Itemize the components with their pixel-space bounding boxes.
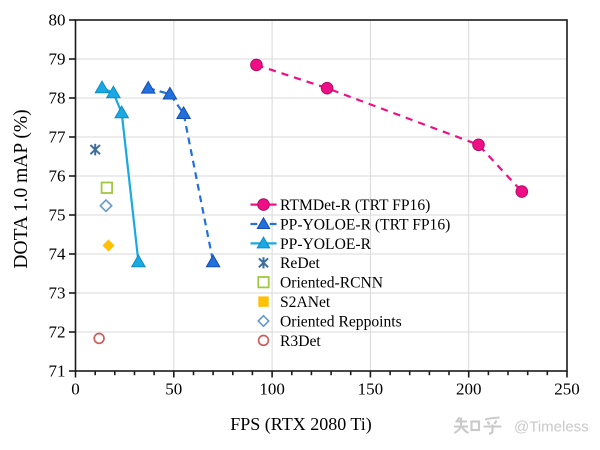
svg-text:80: 80 [49,11,66,30]
svg-text:S2ANet: S2ANet [280,294,331,311]
svg-text:73: 73 [49,284,66,303]
svg-text:ReDet: ReDet [280,255,321,272]
svg-text:Oriented Reppoints: Oriented Reppoints [280,313,402,330]
svg-text:72: 72 [49,323,66,342]
svg-text:Oriented-RCNN: Oriented-RCNN [280,275,383,292]
svg-text:PP-YOLOE-R: PP-YOLOE-R [280,236,372,253]
svg-text:250: 250 [554,380,580,399]
svg-text:200: 200 [456,380,482,399]
svg-text:75: 75 [49,206,66,225]
svg-text:0: 0 [71,380,80,399]
svg-text:71: 71 [49,362,66,381]
svg-text:FPS (RTX 2080 Ti): FPS (RTX 2080 Ti) [230,414,371,435]
svg-text:74: 74 [49,245,67,264]
svg-text:50: 50 [165,380,182,399]
svg-text:76: 76 [49,167,66,186]
svg-text:100: 100 [259,380,285,399]
svg-text:PP-YOLOE-R (TRT FP16): PP-YOLOE-R (TRT FP16) [280,216,450,233]
svg-text:150: 150 [358,380,384,399]
svg-text:R3Det: R3Det [280,333,321,350]
svg-text:DOTA 1.0 mAP (%): DOTA 1.0 mAP (%) [11,109,32,268]
svg-text:79: 79 [49,50,66,69]
svg-text:@Timeless: @Timeless [514,419,589,436]
svg-text:RTMDet-R (TRT FP16): RTMDet-R (TRT FP16) [280,197,430,214]
svg-text:77: 77 [49,128,67,147]
svg-text:78: 78 [49,89,66,108]
